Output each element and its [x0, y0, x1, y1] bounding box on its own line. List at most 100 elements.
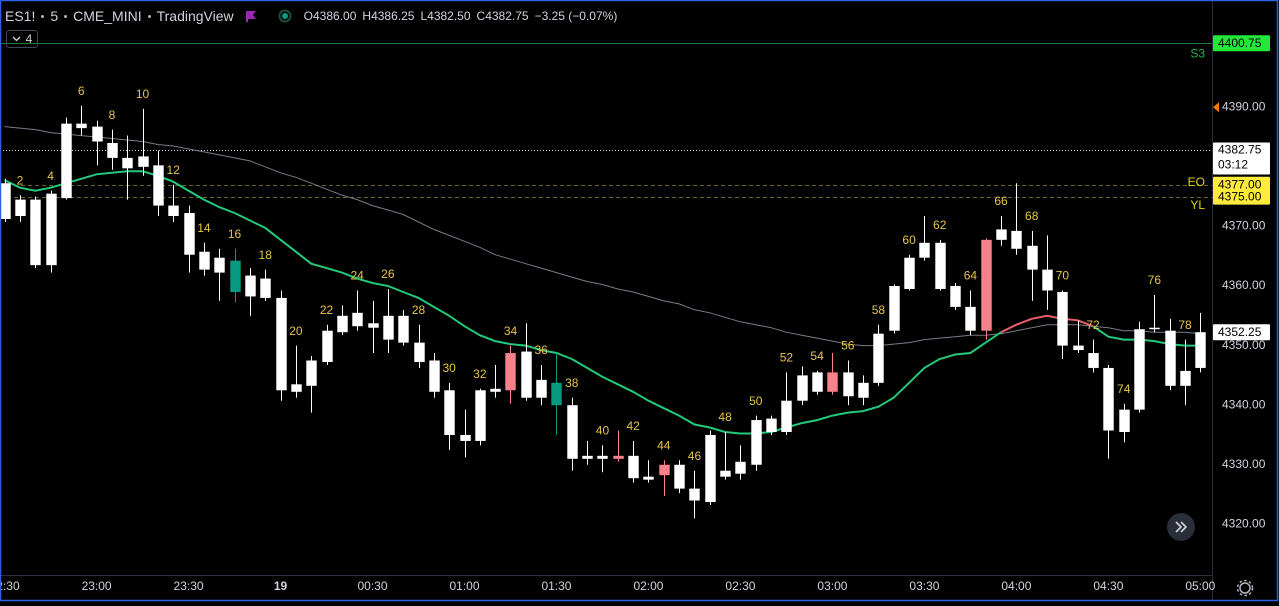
- candle-body: [1057, 291, 1068, 346]
- indicators-toggle[interactable]: 4: [6, 30, 38, 48]
- bar-number: 50: [749, 394, 763, 408]
- candle-body: [735, 461, 746, 474]
- separator: [64, 14, 68, 18]
- bar-number: 4: [47, 169, 54, 183]
- settings-gear[interactable]: [1236, 579, 1254, 597]
- candle-body: [812, 372, 823, 392]
- candle-body: [337, 315, 348, 333]
- ohlc-values: O4386.00 H4386.25 L4382.50 C4382.75: [298, 9, 529, 23]
- candle-body: [138, 156, 149, 167]
- bar-number: 32: [473, 367, 487, 381]
- bar-number: 48: [718, 410, 732, 424]
- candle-body: [766, 418, 777, 432]
- candle-body: [843, 372, 854, 397]
- candle-body: [1073, 345, 1084, 351]
- bar-number: 38: [565, 376, 579, 390]
- bar-number: 46: [688, 449, 702, 463]
- ohlc-value: 4382.50: [427, 9, 471, 23]
- candle-body: [352, 312, 363, 327]
- scroll-button[interactable]: [1167, 513, 1195, 541]
- candle-body: [628, 455, 639, 479]
- moving-average-line: [4, 126, 1201, 347]
- candle-body: [981, 239, 992, 331]
- flag-icon[interactable]: [244, 9, 258, 23]
- bar-number: 2: [17, 173, 24, 187]
- candle-body: [904, 257, 915, 289]
- candle-body: [1042, 269, 1053, 291]
- ohlc-value: 4386.00: [313, 9, 357, 23]
- x-tick-label: 02:30: [725, 579, 755, 593]
- bar-number: 74: [1117, 382, 1131, 396]
- bar-number: 10: [136, 87, 150, 101]
- level-name: EO: [1188, 175, 1205, 189]
- candle-body: [551, 382, 562, 406]
- moving-average-line: [4, 170, 1002, 435]
- bar-number: 68: [1025, 209, 1039, 223]
- candle-body: [1103, 367, 1114, 431]
- candle-body: [781, 400, 792, 432]
- ohlc-key: C: [476, 9, 486, 23]
- candle-body: [199, 251, 210, 270]
- candle-body: [582, 455, 593, 459]
- y-tick-label: 4370.00: [1222, 219, 1266, 233]
- bar-number: 36: [534, 343, 548, 357]
- bar-number: 56: [841, 339, 855, 353]
- candle-body: [827, 372, 838, 392]
- moving-average-line: [1092, 325, 1201, 347]
- candle-body: [414, 342, 425, 362]
- candle-body: [1088, 353, 1099, 368]
- candle-body: [674, 464, 685, 489]
- candle-body: [398, 315, 409, 343]
- candle-body: [597, 455, 608, 459]
- bar-number: 72: [1086, 318, 1100, 332]
- candle-body: [230, 260, 241, 292]
- change: −3.25 (−0.07%): [534, 9, 618, 23]
- source: TradingView: [156, 8, 234, 24]
- bar-number: 62: [933, 218, 947, 232]
- symbol[interactable]: ES1!: [5, 8, 36, 24]
- candle-body: [613, 455, 624, 459]
- candle-body: [751, 420, 762, 465]
- bar-number: 76: [1148, 273, 1162, 287]
- candle-body: [15, 199, 26, 216]
- candle-body: [1027, 245, 1038, 270]
- interval[interactable]: 5: [50, 8, 59, 24]
- bar-number: 30: [442, 361, 456, 375]
- candle-body: [521, 351, 532, 398]
- candle-body: [184, 213, 195, 255]
- candle-body: [490, 388, 501, 392]
- bar-number: 52: [780, 351, 794, 365]
- candle-body: [873, 333, 884, 383]
- x-tick-label: 03:00: [817, 579, 847, 593]
- candle-body: [260, 278, 271, 298]
- candle-body: [92, 126, 103, 142]
- candle-body: [76, 123, 87, 129]
- candle-body: [536, 379, 547, 398]
- candle-body: [214, 257, 225, 273]
- candle-body: [965, 306, 976, 331]
- ohlc-key: H: [362, 9, 372, 23]
- bar-number: 14: [197, 221, 211, 235]
- bar-number: 6: [78, 84, 85, 98]
- ohlc-value: 4382.75: [485, 9, 529, 23]
- bar-number: 42: [626, 419, 640, 433]
- level-tag-label: 4400.75: [1218, 36, 1262, 50]
- candle-body: [122, 157, 133, 169]
- x-tick-label: 01:30: [541, 579, 571, 593]
- separator: [41, 14, 45, 18]
- y-tick-label: 4360.00: [1222, 278, 1266, 292]
- x-tick-label: 23:00: [82, 579, 112, 593]
- candle-body: [168, 205, 179, 216]
- x-tick-label: 05:00: [1185, 579, 1215, 593]
- chevron-icon: [12, 36, 21, 42]
- level-tag: [1213, 35, 1270, 52]
- bar-number: 64: [964, 269, 978, 283]
- bar-number: 20: [289, 324, 303, 338]
- market-status-icon[interactable]: [278, 9, 292, 23]
- candle-body: [276, 297, 287, 391]
- level-tag-label: 4377.00: [1218, 177, 1262, 191]
- x-tick-label: 19: [274, 579, 288, 593]
- candle-body: [444, 390, 455, 435]
